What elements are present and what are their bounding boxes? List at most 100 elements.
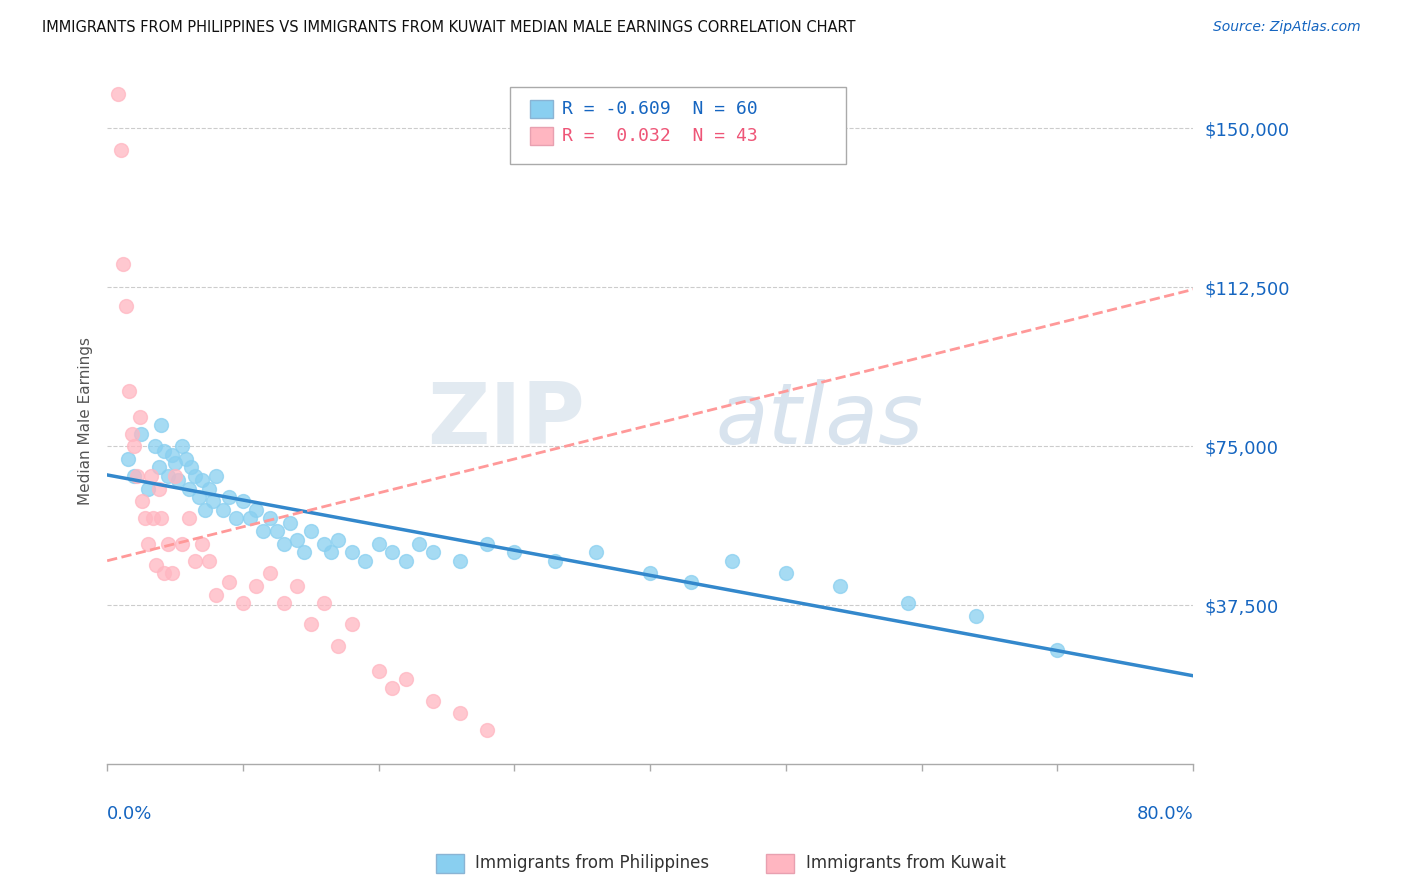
Text: Source: ZipAtlas.com: Source: ZipAtlas.com (1213, 20, 1361, 34)
Point (170, 439, 193, 453)
Text: IMMIGRANTS FROM PHILIPPINES VS IMMIGRANTS FROM KUWAIT MEDIAN MALE EARNINGS CORRE: IMMIGRANTS FROM PHILIPPINES VS IMMIGRANT… (42, 20, 856, 35)
Point (124, 469, 146, 483)
Bar (436, 854, 464, 873)
Point (191, 537, 214, 551)
Bar (530, 100, 553, 118)
Point (381, 681, 404, 695)
Point (638, 566, 661, 581)
Point (292, 545, 315, 559)
Point (326, 533, 349, 547)
Point (314, 596, 336, 610)
Point (202, 494, 225, 508)
Point (174, 452, 197, 467)
Point (395, 673, 418, 687)
Point (163, 456, 186, 470)
Point (299, 617, 322, 632)
Point (340, 545, 363, 559)
Point (139, 469, 162, 483)
Point (245, 503, 267, 517)
Point (285, 533, 308, 547)
Text: R = -0.609  N = 60: R = -0.609 N = 60 (562, 100, 758, 118)
Point (166, 473, 188, 487)
Bar (766, 854, 794, 873)
Point (188, 490, 211, 504)
Point (252, 524, 274, 538)
Point (128, 409, 150, 424)
Point (153, 443, 176, 458)
Point (477, 723, 499, 738)
Point (897, 596, 920, 610)
Point (145, 558, 167, 572)
Text: 80.0%: 80.0% (1136, 805, 1194, 823)
Point (395, 554, 418, 568)
Point (503, 545, 526, 559)
Point (218, 490, 240, 504)
Point (204, 588, 226, 602)
Point (148, 460, 170, 475)
Point (180, 460, 202, 475)
Point (232, 596, 254, 610)
Text: R =  0.032  N = 43: R = 0.032 N = 43 (562, 127, 758, 145)
Point (162, 566, 184, 581)
Text: ZIP: ZIP (427, 379, 585, 462)
Point (354, 554, 377, 568)
Point (367, 537, 389, 551)
Point (830, 579, 852, 593)
Point (150, 511, 173, 525)
Point (544, 554, 567, 568)
Point (449, 554, 471, 568)
Point (163, 469, 186, 483)
Point (211, 503, 233, 517)
Point (198, 554, 221, 568)
Point (408, 537, 430, 551)
Point (679, 574, 702, 589)
Point (115, 299, 138, 313)
Point (157, 469, 180, 483)
Text: Immigrants from Kuwait: Immigrants from Kuwait (806, 855, 1005, 872)
Point (112, 257, 135, 271)
Point (245, 579, 267, 593)
Point (422, 694, 444, 708)
Text: 0.0%: 0.0% (107, 805, 152, 823)
Point (136, 482, 159, 496)
Point (184, 554, 207, 568)
Point (965, 608, 987, 623)
Point (110, 143, 132, 157)
Point (125, 469, 148, 483)
Point (225, 511, 247, 525)
Point (129, 426, 152, 441)
Point (121, 426, 143, 441)
Point (422, 545, 444, 559)
Point (117, 452, 139, 467)
Point (184, 469, 207, 483)
Point (218, 574, 240, 589)
Point (1046, 642, 1069, 657)
Bar (530, 127, 553, 145)
Point (259, 566, 281, 581)
Point (131, 494, 153, 508)
Point (585, 545, 607, 559)
Point (273, 537, 295, 551)
Point (477, 537, 499, 551)
Point (321, 545, 343, 559)
Point (170, 537, 193, 551)
Point (198, 482, 221, 496)
Point (143, 439, 166, 453)
Point (232, 494, 254, 508)
Point (150, 418, 173, 433)
Point (148, 482, 170, 496)
Point (162, 448, 184, 462)
Point (134, 511, 156, 525)
Point (124, 439, 146, 453)
Point (314, 537, 336, 551)
Text: atlas: atlas (716, 379, 924, 462)
Point (239, 511, 262, 525)
Text: Immigrants from Philippines: Immigrants from Philippines (475, 855, 710, 872)
Point (204, 469, 226, 483)
Point (136, 537, 159, 551)
Point (285, 579, 308, 593)
Point (191, 473, 214, 487)
Point (299, 524, 322, 538)
FancyBboxPatch shape (510, 87, 846, 164)
Point (326, 639, 349, 653)
